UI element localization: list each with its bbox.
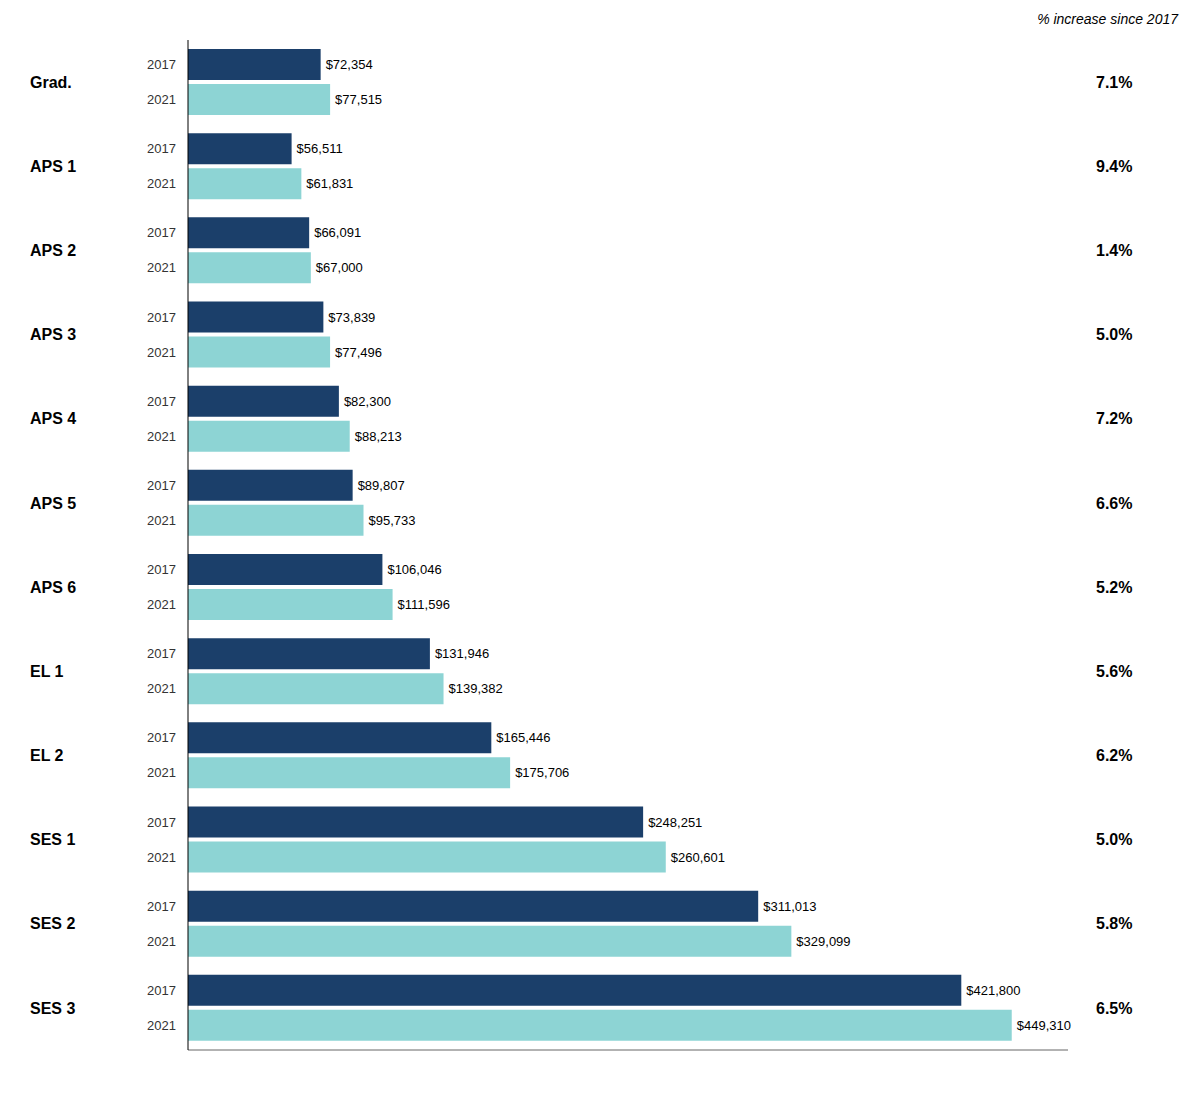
svg-text:2017: 2017 (147, 983, 176, 998)
svg-text:7.2%: 7.2% (1096, 410, 1132, 427)
svg-text:$77,496: $77,496 (335, 345, 382, 360)
svg-text:5.6%: 5.6% (1096, 663, 1132, 680)
svg-text:2017: 2017 (147, 394, 176, 409)
svg-text:6.6%: 6.6% (1096, 495, 1132, 512)
svg-text:$311,013: $311,013 (763, 899, 816, 914)
svg-text:2021: 2021 (147, 1018, 176, 1033)
svg-text:APS 1: APS 1 (30, 158, 76, 175)
svg-text:EL 1: EL 1 (30, 663, 64, 680)
svg-text:$56,511: $56,511 (297, 141, 343, 156)
svg-text:$77,515: $77,515 (335, 92, 382, 107)
svg-text:2021: 2021 (147, 765, 176, 780)
svg-text:EL 2: EL 2 (30, 747, 64, 764)
svg-text:2021: 2021 (147, 850, 176, 865)
svg-text:$131,946: $131,946 (435, 646, 489, 661)
svg-text:$139,382: $139,382 (449, 681, 503, 696)
svg-text:5.0%: 5.0% (1096, 326, 1132, 343)
svg-text:2021: 2021 (147, 176, 176, 191)
svg-text:2017: 2017 (147, 562, 176, 577)
svg-text:$175,706: $175,706 (515, 765, 569, 780)
svg-text:APS 3: APS 3 (30, 326, 76, 343)
svg-text:2021: 2021 (147, 681, 176, 696)
svg-text:APS 6: APS 6 (30, 579, 76, 596)
svg-text:2021: 2021 (147, 260, 176, 275)
svg-text:$72,354: $72,354 (326, 57, 373, 72)
svg-text:$165,446: $165,446 (496, 730, 550, 745)
svg-text:$260,601: $260,601 (671, 850, 725, 865)
svg-text:2017: 2017 (147, 141, 176, 156)
html-text:% increase since 2017: % increase since 2017 (1037, 11, 1178, 27)
svg-text:$88,213: $88,213 (355, 429, 402, 444)
svg-text:$95,733: $95,733 (369, 513, 416, 528)
svg-text:$61,831: $61,831 (306, 176, 353, 191)
svg-text:2021: 2021 (147, 92, 176, 107)
svg-text:2017: 2017 (147, 899, 176, 914)
svg-text:APS 5: APS 5 (30, 495, 76, 512)
svg-text:APS 2: APS 2 (30, 242, 76, 259)
svg-text:$106,046: $106,046 (387, 562, 441, 577)
svg-text:$66,091: $66,091 (314, 225, 361, 240)
svg-text:$329,099: $329,099 (796, 934, 850, 949)
svg-text:2017: 2017 (147, 225, 176, 240)
svg-text:7.1%: 7.1% (1096, 74, 1132, 91)
svg-text:$449,310: $449,310 (1017, 1018, 1071, 1033)
svg-text:2017: 2017 (147, 646, 176, 661)
svg-text:SES 3: SES 3 (30, 1000, 75, 1017)
svg-text:2017: 2017 (147, 57, 176, 72)
svg-text:$73,839: $73,839 (328, 310, 375, 325)
svg-text:5.0%: 5.0% (1096, 831, 1132, 848)
svg-text:2021: 2021 (147, 513, 176, 528)
svg-text:2021: 2021 (147, 345, 176, 360)
svg-text:2017: 2017 (147, 478, 176, 493)
svg-text:$67,000: $67,000 (316, 260, 363, 275)
svg-text:2021: 2021 (147, 429, 176, 444)
svg-text:$111,596: $111,596 (398, 597, 450, 612)
svg-text:6.5%: 6.5% (1096, 1000, 1132, 1017)
svg-text:2021: 2021 (147, 597, 176, 612)
svg-text:Grad.: Grad. (30, 74, 72, 91)
svg-text:2017: 2017 (147, 815, 176, 830)
svg-text:5.8%: 5.8% (1096, 915, 1132, 932)
svg-text:$248,251: $248,251 (648, 815, 702, 830)
svg-text:APS 4: APS 4 (30, 410, 76, 427)
svg-text:2017: 2017 (147, 310, 176, 325)
svg-text:$421,800: $421,800 (966, 983, 1020, 998)
svg-text:SES 2: SES 2 (30, 915, 75, 932)
svg-text:$82,300: $82,300 (344, 394, 391, 409)
svg-text:5.2%: 5.2% (1096, 579, 1132, 596)
svg-text:$89,807: $89,807 (358, 478, 405, 493)
svg-text:1.4%: 1.4% (1096, 242, 1132, 259)
svg-text:2021: 2021 (147, 934, 176, 949)
svg-text:2017: 2017 (147, 730, 176, 745)
svg-text:6.2%: 6.2% (1096, 747, 1132, 764)
svg-text:9.4%: 9.4% (1096, 158, 1132, 175)
svg-text:SES 1: SES 1 (30, 831, 75, 848)
